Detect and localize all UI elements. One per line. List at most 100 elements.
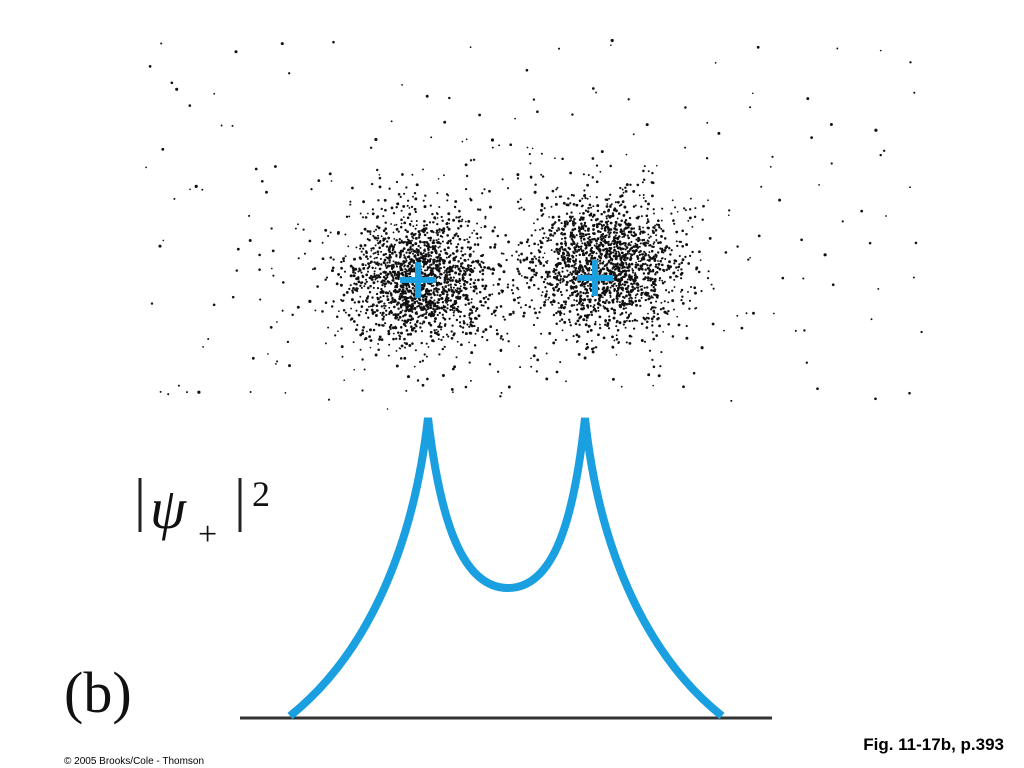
density-dot <box>406 216 410 220</box>
copyright: © 2005 Brooks/Cole - Thomson <box>64 756 204 767</box>
density-dot <box>380 338 384 341</box>
density-dot <box>370 278 374 281</box>
density-dot <box>580 284 584 287</box>
density-dot <box>625 261 628 264</box>
density-dot <box>640 296 643 299</box>
density-dot <box>408 255 411 258</box>
density-dot <box>231 295 235 299</box>
density-dot <box>665 288 668 291</box>
density-dot <box>609 294 612 297</box>
density-dot <box>532 98 536 101</box>
density-dot <box>443 317 447 321</box>
density-dot <box>376 225 379 228</box>
density-dot <box>685 243 689 247</box>
density-dot <box>438 275 441 278</box>
density-dot <box>414 227 417 230</box>
density-dot <box>636 263 640 267</box>
density-dot <box>446 280 450 284</box>
density-dot <box>362 200 366 204</box>
density-dot <box>411 282 415 286</box>
density-dot <box>518 272 521 276</box>
density-dot <box>633 231 636 234</box>
density-dot <box>392 245 395 249</box>
density-dot <box>424 300 428 303</box>
density-dot <box>548 296 551 299</box>
density-dot <box>435 250 438 253</box>
density-dot <box>504 233 508 237</box>
density-dot <box>498 263 501 266</box>
density-dot <box>388 301 391 304</box>
density-dot <box>405 241 409 245</box>
density-dot <box>632 271 634 274</box>
density-dot <box>343 379 346 382</box>
density-dot <box>377 342 380 345</box>
density-dot <box>622 191 625 194</box>
density-dot <box>409 304 413 307</box>
density-dot <box>359 247 362 250</box>
density-dot <box>492 268 496 272</box>
density-dot <box>428 312 432 316</box>
density-dot <box>544 286 547 289</box>
density-dot <box>614 237 617 240</box>
density-dot <box>607 209 610 213</box>
density-dot <box>647 170 650 173</box>
density-dot <box>557 279 560 282</box>
density-dot <box>587 237 590 240</box>
density-dot <box>543 207 546 210</box>
density-dot <box>387 329 391 333</box>
density-dot <box>594 320 597 323</box>
density-dot <box>618 242 622 246</box>
density-dot <box>653 259 657 262</box>
density-dot <box>613 268 617 271</box>
density-dot <box>582 304 585 307</box>
density-dot <box>445 333 448 336</box>
density-dot <box>625 302 629 306</box>
density-dot <box>636 255 639 258</box>
density-dot <box>592 224 594 227</box>
density-dot <box>432 221 435 224</box>
density-dot <box>479 236 482 239</box>
density-dot <box>440 338 443 342</box>
density-dot <box>422 265 425 268</box>
density-dot <box>365 280 368 283</box>
density-dot <box>467 240 470 244</box>
density-dot <box>559 361 562 364</box>
density-dot <box>402 247 406 250</box>
density-dot <box>657 316 660 320</box>
density-dot <box>577 248 581 252</box>
density-dot <box>417 244 420 248</box>
density-dot <box>688 307 691 310</box>
density-dot <box>548 216 550 218</box>
density-dot <box>631 278 634 281</box>
density-dot <box>532 222 535 225</box>
density-dot <box>430 296 433 300</box>
density-dot <box>468 268 471 272</box>
density-dot <box>402 204 406 208</box>
density-dot <box>519 366 522 369</box>
density-dot <box>868 241 872 245</box>
density-dot <box>456 249 459 252</box>
density-dot <box>373 261 376 264</box>
density-dot <box>469 246 472 250</box>
density-dot <box>671 289 674 292</box>
density-dot <box>550 239 552 242</box>
density-dot <box>583 271 587 275</box>
density-dot <box>668 275 672 279</box>
density-dot <box>701 218 704 221</box>
density-dot <box>621 200 625 204</box>
density-dot <box>870 318 873 321</box>
density-dot <box>588 235 591 239</box>
density-dot <box>398 295 402 298</box>
density-dot <box>399 265 402 268</box>
density-dot <box>499 305 503 308</box>
density-dot <box>663 248 667 252</box>
density-dot <box>162 239 165 242</box>
density-dot <box>823 253 827 257</box>
density-dot <box>547 270 551 274</box>
density-dot <box>371 303 375 307</box>
density-dot <box>377 234 379 237</box>
density-dot <box>249 391 252 393</box>
density-dot <box>663 280 666 283</box>
density-dot <box>665 268 668 272</box>
density-dot <box>471 269 474 272</box>
